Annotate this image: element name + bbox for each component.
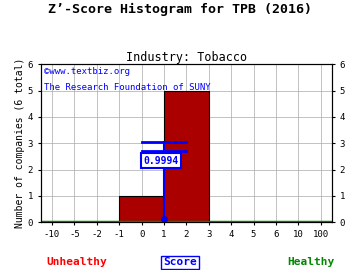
Text: The Research Foundation of SUNY: The Research Foundation of SUNY — [44, 83, 210, 92]
Y-axis label: Number of companies (6 total): Number of companies (6 total) — [15, 58, 25, 228]
Text: Z’-Score Histogram for TPB (2016): Z’-Score Histogram for TPB (2016) — [48, 3, 312, 16]
Bar — [119, 196, 164, 222]
Bar — [164, 90, 209, 222]
Text: Unhealthy: Unhealthy — [47, 257, 108, 267]
Text: Score: Score — [163, 257, 197, 267]
Text: 0.9994: 0.9994 — [143, 156, 178, 166]
Title: Industry: Tobacco: Industry: Tobacco — [126, 51, 247, 64]
Text: Healthy: Healthy — [288, 257, 335, 267]
Text: ©www.textbiz.org: ©www.textbiz.org — [44, 67, 130, 76]
